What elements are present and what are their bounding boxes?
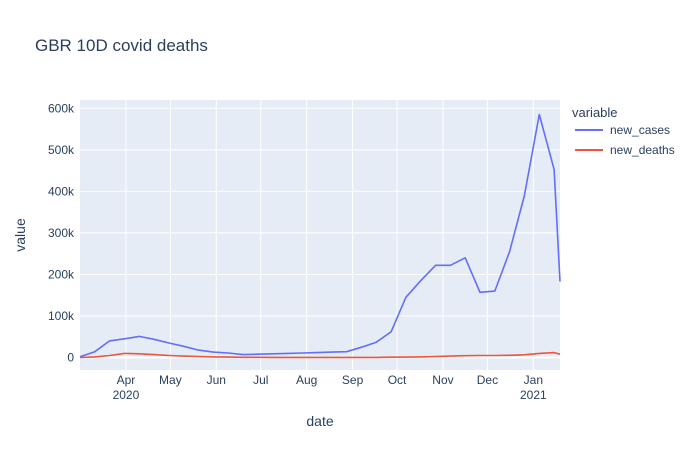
y-tick-label: 500k <box>48 143 75 157</box>
x-tick-label: Sep <box>342 373 364 387</box>
x-gridlines <box>125 100 534 370</box>
legend-label-new_cases[interactable]: new_cases <box>610 123 670 137</box>
x-axis-title: date <box>306 413 333 429</box>
series-line-new_cases <box>79 113 561 358</box>
x-tick-label: Oct <box>388 373 407 387</box>
y-tick-label: 300k <box>48 226 75 240</box>
x-tick-label: Jul <box>253 373 268 387</box>
x-tick-label: Jan <box>524 373 543 387</box>
y-tick-labels: 0 100k 200k 300k 400k 500k 600k <box>48 101 75 364</box>
y-tick-label: 600k <box>48 101 75 115</box>
x-tick-label: Nov <box>432 373 453 387</box>
x-tick-label: Jun <box>207 373 226 387</box>
x-tick-label: Apr <box>117 373 136 387</box>
y-tick-label: 100k <box>48 309 75 323</box>
x-tick-label: Dec <box>477 373 498 387</box>
y-axis-title: value <box>12 218 28 252</box>
x-tick-label: May <box>159 373 182 387</box>
y-tick-label: 400k <box>48 184 75 198</box>
plot-area <box>80 100 560 370</box>
chart-title: GBR 10D covid deaths <box>35 36 208 55</box>
x-tick-year-label: 2021 <box>520 388 547 402</box>
legend: variable new_cases new_deaths <box>572 105 675 157</box>
series-line-new_deaths <box>79 351 561 359</box>
x-tick-label: Aug <box>296 373 317 387</box>
y-tick-label: 0 <box>67 351 74 365</box>
series-lines <box>79 113 561 359</box>
legend-title: variable <box>572 105 618 120</box>
legend-label-new_deaths[interactable]: new_deaths <box>610 143 675 157</box>
y-tick-label: 200k <box>48 267 75 281</box>
x-tick-year-label: 2020 <box>113 388 140 402</box>
